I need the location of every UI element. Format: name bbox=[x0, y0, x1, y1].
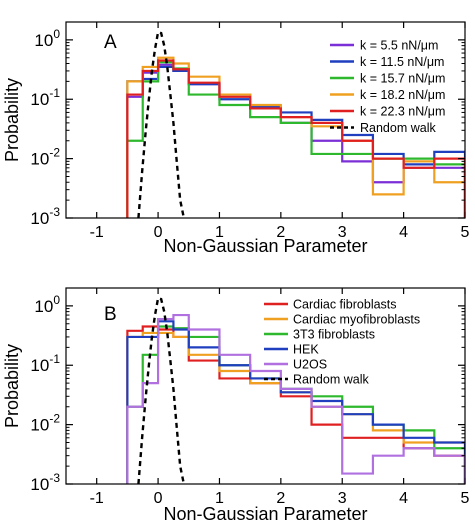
legend-label: k = 22.3 nN/μm bbox=[360, 105, 445, 119]
series-line-5 bbox=[126, 59, 465, 218]
legend-label: U2OS bbox=[293, 358, 327, 372]
legend-label: Random walk bbox=[293, 373, 369, 387]
chart-panel-a: -1 0 1 2 3 4 5 10-3 10-2 10-1 100 Non-Gaussian Para… bbox=[2, 21, 470, 256]
legend-label: Random walk bbox=[360, 121, 436, 135]
random-walk-line bbox=[137, 296, 186, 484]
x-tick-label: 2 bbox=[276, 224, 285, 241]
x-tick-label: 0 bbox=[154, 490, 163, 507]
x-tick-label: -1 bbox=[90, 224, 104, 241]
x-tick-label: 2 bbox=[276, 490, 285, 507]
x-tick-label: 1 bbox=[215, 490, 224, 507]
panel-label: B bbox=[104, 304, 117, 325]
series-line-3 bbox=[126, 61, 465, 218]
x-axis-label: Non-Gaussian Parameter bbox=[163, 504, 367, 524]
x-tick-label: 5 bbox=[461, 224, 470, 241]
legend-label: Cardiac myofibroblasts bbox=[293, 313, 420, 327]
series-line-2 bbox=[126, 331, 465, 484]
x-tick-label: 5 bbox=[461, 490, 470, 507]
x-axis-label: Non-Gaussian Parameter bbox=[163, 236, 367, 256]
y-axis-label: Probability bbox=[2, 78, 22, 162]
x-tick-label: 3 bbox=[338, 490, 347, 507]
legend-label: 3T3 fibroblasts bbox=[293, 328, 375, 342]
y-axis-label: Probability bbox=[2, 344, 22, 428]
x-tick-label: 4 bbox=[399, 490, 408, 507]
series-line-5 bbox=[126, 313, 465, 484]
panel-label: A bbox=[104, 32, 117, 53]
random-walk-line bbox=[137, 30, 186, 218]
x-tick-label: -1 bbox=[90, 490, 104, 507]
y-tick-label: 10-3 bbox=[30, 471, 60, 494]
x-tick-label: 0 bbox=[154, 224, 163, 241]
legend-label: HEK bbox=[293, 343, 319, 357]
x-tick-label: 1 bbox=[215, 224, 224, 241]
legend-label: k = 15.7 nN/μm bbox=[360, 72, 445, 86]
y-tick-label: 10-2 bbox=[30, 146, 60, 169]
y-tick-label: 100 bbox=[34, 293, 60, 316]
plot-frame bbox=[65, 287, 466, 485]
legend-label: k = 11.5 nN/μm bbox=[360, 55, 444, 69]
y-tick-label: 100 bbox=[34, 27, 60, 50]
legend-label: Cardiac fibroblasts bbox=[293, 298, 397, 312]
y-tick-label: 10-2 bbox=[30, 412, 60, 435]
x-tick-label: 4 bbox=[399, 224, 408, 241]
y-tick-label: 10-3 bbox=[30, 205, 60, 228]
legend-label: k = 5.5 nN/μm bbox=[360, 39, 438, 53]
plot-frame bbox=[65, 21, 466, 219]
legend-label: k = 18.2 nN/μm bbox=[360, 88, 445, 102]
y-tick-label: 10-1 bbox=[30, 86, 60, 109]
y-tick-label: 10-1 bbox=[30, 352, 60, 375]
x-tick-label: 3 bbox=[338, 224, 347, 241]
chart-panel-b: -1 0 1 2 3 4 5 10-3 10-2 10-1 100 Non-Gaussian Para… bbox=[2, 287, 470, 524]
